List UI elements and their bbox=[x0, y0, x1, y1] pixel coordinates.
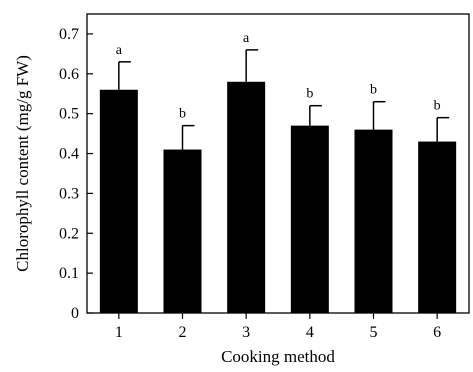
bar-3 bbox=[227, 81, 266, 313]
bar-4 bbox=[290, 125, 329, 313]
bar-6 bbox=[418, 141, 457, 313]
y-tick-label-0.4: 0.4 bbox=[59, 146, 79, 163]
significance-label-5: b bbox=[370, 83, 377, 98]
x-axis-title: Cooking method bbox=[221, 347, 335, 366]
significance-label-4: b bbox=[306, 87, 313, 102]
y-tick-label-0.1: 0.1 bbox=[59, 265, 79, 282]
significance-label-2: b bbox=[179, 107, 186, 122]
y-tick-label-0.3: 0.3 bbox=[59, 185, 79, 202]
bars-layer bbox=[99, 81, 457, 313]
x-tick-label-1: 1 bbox=[115, 324, 123, 341]
significance-label-6: b bbox=[434, 99, 441, 114]
ticks-layer: 1 2 3 4 5 6 0 0.1 0.2 0.3 0.4 0.5 0.6 0.7 bbox=[59, 26, 441, 341]
significance-labels-layer: a b a b b b bbox=[116, 31, 441, 122]
significance-label-3: a bbox=[243, 31, 250, 46]
y-tick-label-0.7: 0.7 bbox=[59, 26, 79, 43]
x-tick-label-3: 3 bbox=[242, 324, 250, 341]
y-tick-label-0.6: 0.6 bbox=[59, 66, 79, 83]
x-tick-label-4: 4 bbox=[306, 324, 314, 341]
y-tick-label-0: 0 bbox=[71, 305, 79, 322]
y-tick-label-0.5: 0.5 bbox=[59, 106, 79, 123]
plot-frame bbox=[86, 13, 470, 314]
y-tick-label-0.2: 0.2 bbox=[59, 225, 79, 242]
error-bars-layer bbox=[118, 49, 450, 150]
x-tick-label-6: 6 bbox=[433, 324, 441, 341]
significance-label-1: a bbox=[116, 43, 123, 58]
x-tick-label-2: 2 bbox=[179, 324, 187, 341]
bar-2 bbox=[163, 149, 202, 313]
x-tick-label-5: 5 bbox=[370, 324, 378, 341]
bar-1 bbox=[99, 89, 138, 313]
bar-5 bbox=[354, 129, 393, 313]
y-axis-title: Chlorophyll content (mg/g FW) bbox=[13, 55, 32, 272]
axes-layer bbox=[86, 13, 470, 314]
